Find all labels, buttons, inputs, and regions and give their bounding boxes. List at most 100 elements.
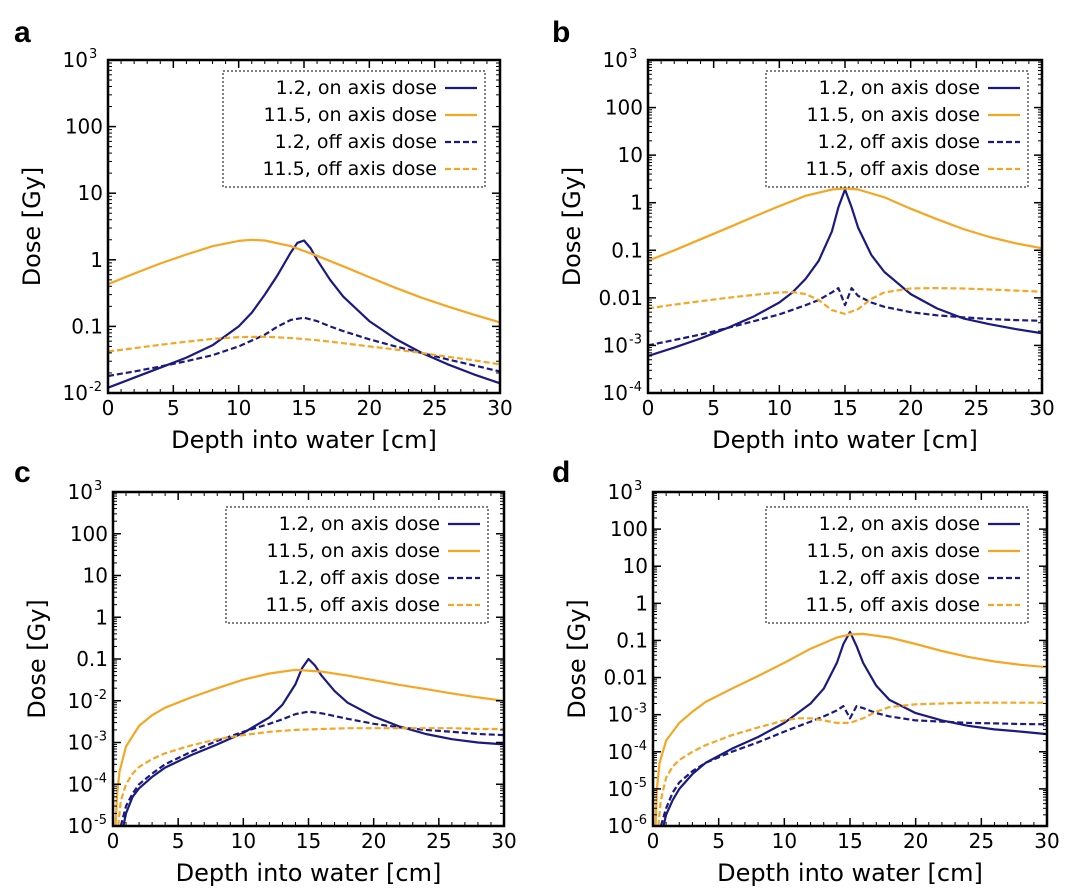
y-tick-exponent: 3 xyxy=(89,47,97,62)
x-tick-label: 30 xyxy=(1029,396,1054,420)
x-tick-label: 0 xyxy=(107,829,120,853)
legend-box xyxy=(765,70,1029,188)
x-tick-label: 0 xyxy=(647,829,660,853)
y-tick-exponent: -3 xyxy=(634,702,647,717)
x-tick-label: 5 xyxy=(167,396,180,420)
x-tick-label: 20 xyxy=(903,829,928,853)
axes-frame xyxy=(651,490,1049,828)
y-tick-label: 10 xyxy=(603,381,628,405)
y-tick-exponent: 3 xyxy=(94,479,102,494)
y-tick-label: 10 xyxy=(623,554,648,578)
y-tick-label: 1 xyxy=(630,191,643,215)
series-line-3 xyxy=(108,316,500,378)
y-tick-label: 0.01 xyxy=(598,286,643,310)
series-line-2 xyxy=(108,238,500,324)
legend-label: 11.5, on axis dose xyxy=(807,104,980,126)
series-line-1 xyxy=(122,657,504,826)
y-tick-label: 0.1 xyxy=(76,647,108,671)
y-tick-label: 10 xyxy=(618,143,643,167)
series-line-3 xyxy=(648,287,1042,347)
y-tick-exponent: -3 xyxy=(94,730,107,745)
legend-label: 1.2, off axis dose xyxy=(818,567,980,589)
x-axis-title: Depth into water [cm] xyxy=(176,859,442,887)
x-tick-label: 30 xyxy=(487,396,512,420)
x-tick-label: 10 xyxy=(767,396,792,420)
y-tick-label: 10 xyxy=(68,480,93,504)
x-axis-title: Depth into water [cm] xyxy=(717,859,983,887)
x-tick-label: 15 xyxy=(291,396,316,420)
series-line-1 xyxy=(662,630,1047,826)
y-tick-exponent: -5 xyxy=(94,813,107,828)
legend-box xyxy=(222,70,486,188)
x-axis-title: Depth into water [cm] xyxy=(712,426,978,454)
legend-label: 1.2, on axis dose xyxy=(276,77,437,99)
x-tick-label: 20 xyxy=(357,396,382,420)
y-tick-exponent: -3 xyxy=(629,332,642,347)
x-tick-label: 15 xyxy=(832,396,857,420)
y-tick-label: 10 xyxy=(608,814,633,838)
y-tick-exponent: -2 xyxy=(89,380,102,395)
x-tick-label: 25 xyxy=(426,829,451,853)
panel-letter: a xyxy=(14,16,31,49)
x-tick-label: 5 xyxy=(712,829,725,853)
x-tick-label: 0 xyxy=(102,396,115,420)
x-tick-label: 5 xyxy=(707,396,720,420)
x-tick-label: 20 xyxy=(361,829,386,853)
series-group xyxy=(108,238,500,389)
legend-label: 1.2, off axis dose xyxy=(278,567,440,589)
y-tick-label: 100 xyxy=(70,522,108,546)
legend-label: 11.5, on axis dose xyxy=(264,104,437,126)
x-tick-label: 30 xyxy=(491,829,516,853)
y-tick-label: 10 xyxy=(68,772,93,796)
x-tick-label: 10 xyxy=(772,829,797,853)
y-tick-label: 10 xyxy=(68,814,93,838)
y-tick-label: 10 xyxy=(68,689,93,713)
legend-label: 11.5, off axis dose xyxy=(262,158,437,180)
x-tick-label: 25 xyxy=(422,396,447,420)
y-tick-exponent: -4 xyxy=(634,739,647,754)
y-tick-label: 100 xyxy=(65,115,103,139)
y-tick-exponent: -4 xyxy=(629,380,642,395)
y-tick-label: 10 xyxy=(608,480,633,504)
axes-frame xyxy=(106,58,502,395)
series-line-4 xyxy=(108,335,500,366)
x-tick-label: 10 xyxy=(231,829,256,853)
x-tick-label: 25 xyxy=(964,396,989,420)
legend-label: 1.2, on axis dose xyxy=(819,77,980,99)
y-tick-label: 0.1 xyxy=(616,628,648,652)
y-tick-exponent: 3 xyxy=(634,479,642,494)
x-tick-label: 30 xyxy=(1034,829,1059,853)
y-tick-label: 10 xyxy=(608,740,633,764)
series-group xyxy=(114,657,504,826)
y-axis-title: Dose [Gy] xyxy=(18,167,46,287)
series-line-2 xyxy=(648,187,1042,262)
legend-label: 11.5, on axis dose xyxy=(267,540,440,562)
legend-label: 1.2, on axis dose xyxy=(279,513,440,535)
series-line-2 xyxy=(654,632,1047,826)
x-tick-label: 5 xyxy=(172,829,185,853)
y-tick-label: 10 xyxy=(63,48,88,72)
y-tick-label: 0.1 xyxy=(611,238,643,262)
y-axis-title: Dose [Gy] xyxy=(558,167,586,287)
y-axis-title: Dose [Gy] xyxy=(563,599,591,719)
y-tick-label: 10 xyxy=(608,703,633,727)
panel-letter: c xyxy=(14,456,31,489)
legend-box xyxy=(225,506,489,624)
y-tick-label: 100 xyxy=(605,96,643,120)
x-tick-label: 0 xyxy=(642,396,655,420)
x-tick-label: 10 xyxy=(226,396,251,420)
y-tick-label: 10 xyxy=(78,181,103,205)
axes-frame xyxy=(646,58,1044,395)
y-tick-exponent: -5 xyxy=(634,776,647,791)
x-tick-label: 15 xyxy=(296,829,321,853)
series-group xyxy=(648,187,1042,358)
series-line-4 xyxy=(648,287,1042,315)
panel-letter: d xyxy=(552,456,570,489)
series-line-3 xyxy=(119,710,504,826)
y-tick-label: 10 xyxy=(603,333,628,357)
